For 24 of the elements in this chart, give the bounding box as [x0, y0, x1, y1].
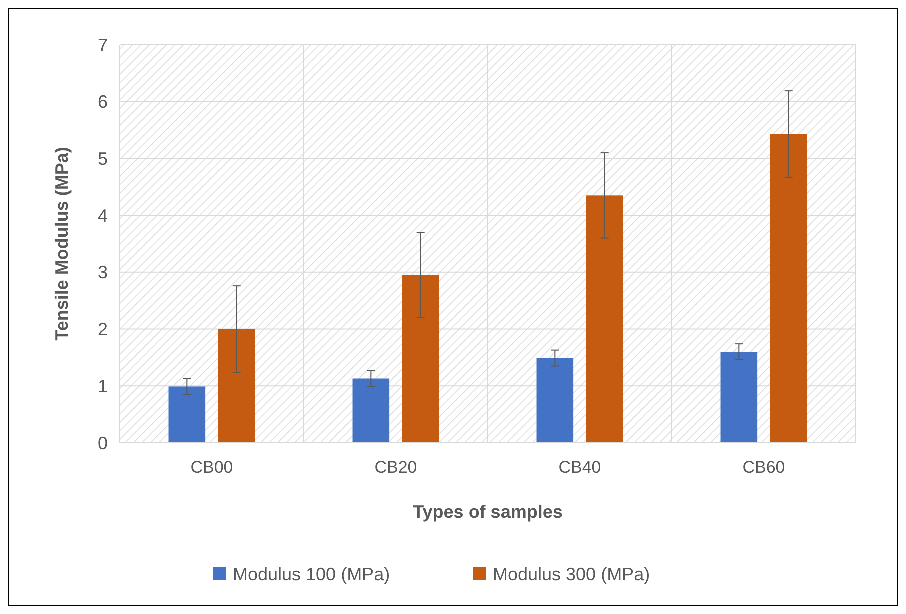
y-axis-title: Tensile Modulus (MPa) [52, 147, 72, 341]
x-tick-label: CB60 [742, 458, 786, 477]
x-tick-label: CB40 [558, 458, 602, 477]
bar [586, 196, 624, 443]
y-tick-label: 5 [98, 149, 108, 170]
x-axis-title: Types of samples [413, 502, 563, 522]
x-tick-label: CB00 [190, 458, 234, 477]
legend-label: Modulus 300 (MPa) [493, 564, 650, 584]
x-tick-label: CB20 [374, 458, 418, 477]
bar [168, 386, 206, 443]
legend-label: Modulus 100 (MPa) [233, 564, 390, 584]
y-tick-label: 2 [98, 320, 108, 340]
y-tick-label: 1 [98, 376, 108, 396]
bar [720, 352, 758, 443]
bar [770, 134, 808, 443]
y-tick-label: 0 [98, 433, 108, 454]
bar [536, 358, 574, 443]
y-tick-label: 3 [98, 262, 108, 283]
y-tick-label: 7 [98, 35, 108, 56]
y-tick-label: 6 [98, 92, 108, 112]
y-tick-label: 4 [98, 206, 108, 226]
bar [402, 275, 440, 443]
bar [352, 378, 390, 443]
bar [218, 329, 256, 443]
